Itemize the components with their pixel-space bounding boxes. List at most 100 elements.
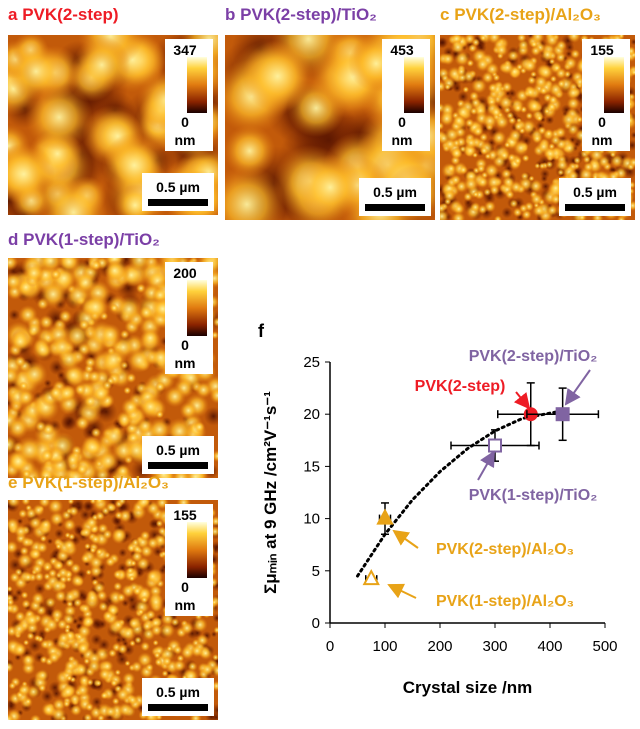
afm-grain: [105, 502, 115, 512]
afm-grain: [113, 570, 122, 579]
afm-grain: [32, 339, 52, 359]
afm-grain: [242, 40, 314, 112]
afm-grain: [40, 640, 50, 650]
x-tick-label: 100: [372, 638, 397, 655]
afm-grain: [65, 558, 74, 567]
afm-grain: [3, 662, 14, 673]
afm-grain: [7, 586, 13, 592]
scale-bar: [148, 462, 208, 469]
scale-bar: [148, 704, 208, 711]
afm-grain: [618, 33, 624, 39]
afm-grain: [103, 611, 114, 622]
point-annotation: PVK(1-step)/Al₂O₃: [436, 593, 574, 610]
afm-grain: [75, 416, 90, 431]
afm-grain: [195, 381, 212, 398]
afm-grain: [567, 29, 581, 43]
afm-grain: [152, 640, 158, 646]
afm-grain: [534, 75, 548, 89]
afm-grain: [453, 114, 466, 127]
afm-grain: [98, 601, 108, 611]
afm-grain: [516, 63, 523, 70]
afm-grain: [446, 164, 456, 174]
afm-pit: [47, 538, 53, 544]
annotation-arrow: [389, 585, 416, 598]
afm-pit: [118, 548, 127, 557]
afm-grain: [18, 509, 27, 518]
afm-grain: [77, 642, 90, 655]
afm-grain: [18, 683, 31, 696]
afm-grain: [104, 260, 125, 281]
afm-grain: [40, 518, 53, 531]
x-tick-label: 500: [592, 638, 617, 655]
afm-grain: [127, 694, 138, 705]
afm-grain: [155, 658, 163, 666]
afm-grain: [500, 61, 514, 75]
afm-grain: [82, 437, 103, 458]
afm-grain: [502, 176, 515, 189]
afm-grain: [130, 560, 137, 567]
afm-grain: [25, 613, 39, 627]
afm-grain: [66, 675, 72, 681]
afm-grain: [140, 530, 150, 540]
panel-title: e PVK(1-step)/Al₂O₃: [8, 473, 169, 492]
panel-name: PVK(1-step)/Al₂O₃: [22, 473, 169, 492]
afm-grain: [91, 260, 102, 271]
afm-grain: [49, 386, 63, 400]
point-annotation: PVK(2-step)/Al₂O₃: [436, 541, 574, 558]
afm-grain: [297, 154, 363, 220]
panel-letter: d: [8, 230, 18, 249]
afm-grain: [95, 680, 101, 686]
colorbar-max: 155: [173, 507, 197, 523]
afm-grain: [629, 157, 640, 168]
afm-grain: [70, 704, 82, 716]
afm-grain: [563, 141, 577, 155]
afm-grain: [32, 504, 44, 516]
afm-grain: [162, 656, 172, 666]
y-tick-label: 5: [312, 563, 320, 580]
afm-grain: [24, 263, 44, 283]
afm-grain: [112, 618, 125, 631]
afm-grain: [17, 389, 34, 406]
afm-grain: [21, 599, 30, 608]
afm-grain: [507, 50, 519, 62]
afm-grain: [180, 621, 193, 634]
y-tick-label: 10: [303, 511, 320, 528]
afm-grain: [507, 153, 516, 162]
afm-grain: [561, 112, 577, 128]
afm-grain: [97, 714, 105, 722]
afm-grain: [464, 177, 479, 192]
scale-bar: [148, 199, 208, 206]
afm-grain: [68, 506, 79, 517]
panel-title: c PVK(2-step)/Al₂O₃: [440, 5, 601, 24]
afm-grain: [524, 86, 536, 98]
afm-grain: [513, 140, 529, 156]
afm-grain: [463, 192, 472, 201]
panel-name: PVK(2-step)/Al₂O₃: [454, 5, 601, 24]
point-annotation: PVK(1-step)/TiO₂: [469, 487, 598, 504]
panel-letter: c: [440, 5, 449, 24]
scale-text: 0.5 µm: [373, 184, 417, 200]
afm-grain: [506, 112, 514, 120]
afm-grain: [38, 684, 46, 692]
afm-grain: [488, 83, 498, 93]
afm-grain: [63, 590, 77, 604]
afm-grain: [444, 198, 451, 205]
afm-grain: [31, 563, 43, 575]
afm-grain: [173, 645, 183, 655]
afm-grain: [480, 146, 489, 155]
afm-grain: [74, 271, 97, 294]
afm-grain: [133, 586, 142, 595]
afm-grain: [465, 118, 475, 128]
afm-grain: [40, 535, 47, 542]
colorbar: [187, 522, 207, 578]
afm-grain: [555, 127, 566, 138]
afm-grain: [97, 450, 119, 472]
afm-grain: [98, 668, 111, 681]
afm-grain: [10, 331, 31, 352]
annotation-arrow: [394, 531, 418, 548]
afm-grain: [6, 598, 14, 606]
afm-grain: [173, 659, 186, 672]
afm-grain: [80, 603, 91, 614]
afm-grain: [25, 83, 93, 151]
afm-grain: [118, 497, 127, 506]
